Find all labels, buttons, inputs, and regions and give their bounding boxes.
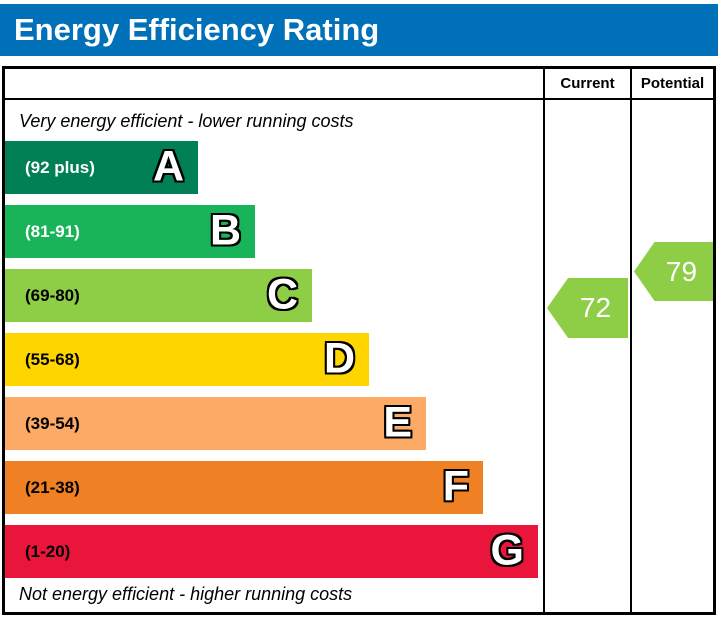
band-g: (1-20) G [5,525,538,578]
potential-column-header: Potential [640,75,705,92]
band-c-range: (69-80) [25,285,80,305]
band-e-range: (39-54) [25,413,80,433]
table-header: Current Potential [5,69,713,100]
current-rating-value: 72 [579,292,612,323]
band-f: (21-38) F [5,461,483,514]
top-note: Very energy efficient - lower running co… [19,111,354,131]
band-b-letter: B [209,206,241,255]
band-a-range: (92 plus) [25,157,95,177]
band-a-letter: A [152,142,184,191]
current-rating-arrow: 72 [547,278,628,338]
potential-column-divider [630,69,632,612]
band-d-range: (55-68) [25,349,80,369]
energy-rating-table: Current Potential Very energy efficient … [2,66,716,615]
band-b-range: (81-91) [25,221,80,241]
band-e-letter: E [383,398,412,447]
band-d-letter: D [323,334,355,383]
band-c: (69-80) C [5,269,312,322]
bottom-note: Not energy efficient - higher running co… [19,584,353,604]
page-title: Energy Efficiency Rating [14,12,380,47]
current-column-header: Current [560,75,615,92]
band-g-letter: G [490,526,524,575]
band-e: (39-54) E [5,397,426,450]
band-b: (81-91) B [5,205,255,258]
potential-rating-arrow: 79 [634,242,713,301]
potential-rating-value: 79 [665,255,698,287]
band-f-range: (21-38) [25,477,80,497]
band-f-letter: F [442,462,469,511]
band-a: (92 plus) A [5,141,198,194]
band-d: (55-68) D [5,333,369,386]
band-c-letter: C [266,270,298,319]
band-g-range: (1-20) [25,541,71,561]
current-column-divider [543,69,545,612]
title-bar: Energy Efficiency Rating [0,4,718,56]
